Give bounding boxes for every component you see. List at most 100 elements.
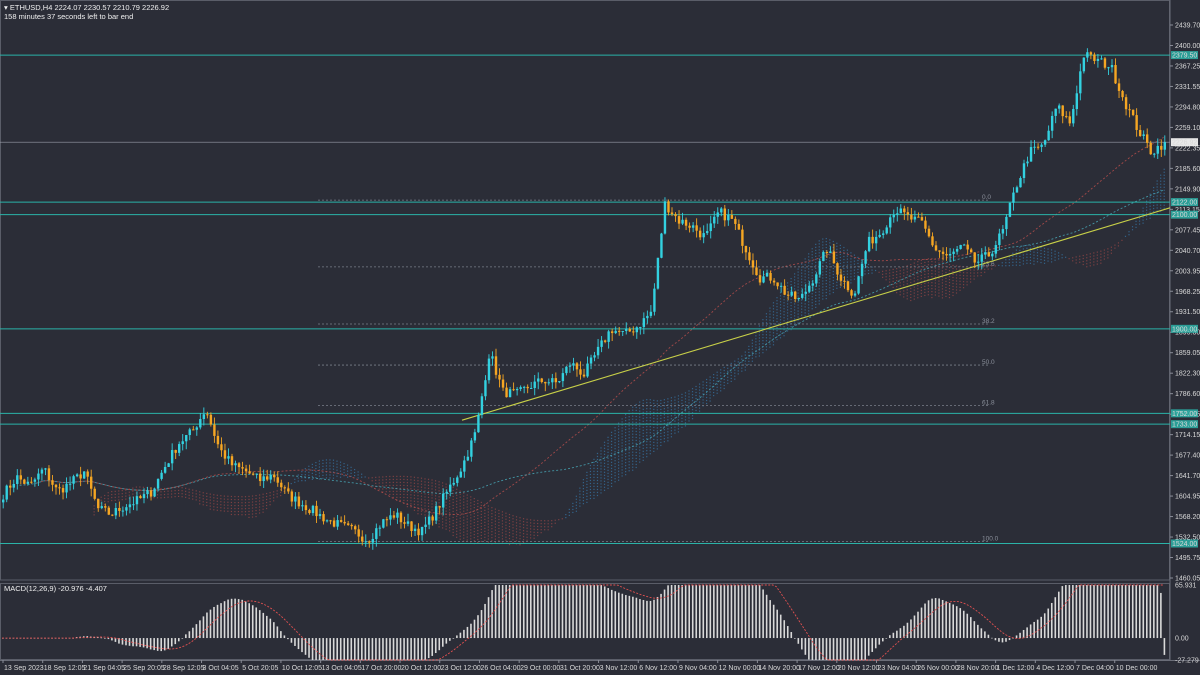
ichimoku-cloud-dot xyxy=(540,526,542,528)
ichimoku-cloud-dot xyxy=(181,487,183,489)
ichimoku-cloud-dot xyxy=(962,281,965,283)
candle-body xyxy=(797,297,800,300)
ichimoku-cloud-dot xyxy=(938,262,940,264)
ichimoku-cloud-dot xyxy=(628,443,630,445)
candle-body xyxy=(30,481,33,483)
ichimoku-cloud-dot xyxy=(808,313,810,315)
ichimoku-cloud-dot xyxy=(653,438,655,441)
ichimoku-cloud-dot xyxy=(836,242,838,244)
ichimoku-cloud-dot xyxy=(431,521,433,523)
ichimoku-cloud-dot xyxy=(642,456,644,458)
ichimoku-cloud-dot xyxy=(744,351,746,353)
candle-body xyxy=(251,473,255,475)
candle-body xyxy=(962,244,966,246)
ichimoku-cloud-dot xyxy=(1029,259,1032,261)
candle-body xyxy=(565,366,568,374)
ichimoku-cloud-dot xyxy=(318,463,320,465)
candle-body xyxy=(931,236,934,246)
ichimoku-cloud-dot xyxy=(385,488,387,490)
ichimoku-cloud-dot xyxy=(118,496,120,498)
macd-bar xyxy=(575,585,578,639)
candle-body xyxy=(438,506,441,508)
ichimoku-cloud-dot xyxy=(706,378,708,381)
ichimoku-cloud-dot xyxy=(779,304,782,306)
ichimoku-cloud-dot xyxy=(970,269,972,271)
ichimoku-cloud-dot xyxy=(1089,256,1091,258)
candle-body xyxy=(723,208,726,221)
ichimoku-cloud-dot xyxy=(776,315,778,317)
macd-bar xyxy=(371,638,374,660)
ichimoku-cloud-dot xyxy=(385,479,387,481)
macd-bar xyxy=(1103,585,1106,639)
ichimoku-cloud-dot xyxy=(698,410,701,412)
ichimoku-cloud-dot xyxy=(403,487,405,490)
macd-bar xyxy=(350,638,353,660)
macd-bar xyxy=(1005,638,1007,642)
ichimoku-cloud-dot xyxy=(477,526,479,529)
ichimoku-cloud-dot xyxy=(917,285,919,287)
candle-body xyxy=(779,285,783,287)
ichimoku-cloud-dot xyxy=(515,537,518,539)
candle-body xyxy=(892,214,895,218)
dropdown-arrow-icon[interactable]: ▾ xyxy=(4,3,8,12)
ichimoku-cloud-dot xyxy=(779,325,782,327)
ichimoku-cloud-dot xyxy=(625,444,627,446)
ichimoku-cloud-dot xyxy=(716,374,718,376)
ichimoku-cloud-dot xyxy=(917,291,919,293)
ichimoku-cloud-dot xyxy=(519,538,521,540)
ichimoku-cloud-dot xyxy=(776,339,778,341)
ichimoku-cloud-dot xyxy=(195,490,197,492)
ichimoku-cloud-dot xyxy=(959,286,961,288)
ichimoku-cloud-dot xyxy=(223,495,225,497)
ichimoku-cloud-dot xyxy=(811,296,813,298)
ichimoku-cloud-dot xyxy=(551,523,553,525)
ichimoku-cloud-dot xyxy=(681,414,683,416)
ichimoku-cloud-dot xyxy=(449,524,451,526)
ichimoku-cloud-dot xyxy=(244,496,247,498)
ichimoku-cloud-dot xyxy=(544,523,546,525)
macd-bar xyxy=(1047,608,1050,639)
macd-bar xyxy=(294,638,296,646)
ichimoku-cloud-dot xyxy=(698,392,701,394)
ichimoku-cloud-dot xyxy=(737,358,739,360)
ichimoku-cloud-dot xyxy=(1040,255,1042,258)
ichimoku-cloud-dot xyxy=(684,392,687,394)
macd-bar xyxy=(565,585,567,639)
ichimoku-cloud-dot xyxy=(466,497,468,499)
ichimoku-cloud-dot xyxy=(1012,252,1014,254)
ichimoku-cloud-dot xyxy=(146,487,148,489)
ichimoku-cloud-dot xyxy=(1058,255,1060,257)
ichimoku-cloud-dot xyxy=(1138,220,1141,222)
ichimoku-cloud-dot xyxy=(797,268,799,270)
ichimoku-cloud-dot xyxy=(913,265,915,267)
ichimoku-cloud-dot xyxy=(720,372,722,374)
ichimoku-cloud-dot xyxy=(491,531,493,533)
ichimoku-cloud-dot xyxy=(632,421,634,423)
level-price-label: 2100.00 xyxy=(1172,212,1197,219)
ichimoku-cloud-dot xyxy=(1019,252,1021,255)
ichimoku-cloud-dot xyxy=(1153,204,1155,207)
ichimoku-cloud-dot xyxy=(1054,250,1056,252)
candle-body xyxy=(769,272,772,281)
ichimoku-cloud-dot xyxy=(927,264,929,266)
ichimoku-cloud-dot xyxy=(938,271,940,273)
ichimoku-cloud-dot xyxy=(691,418,694,420)
ichimoku-cloud-dot xyxy=(836,278,838,280)
ichimoku-cloud-dot xyxy=(1008,259,1010,261)
ichimoku-cloud-dot xyxy=(202,504,204,506)
ichimoku-cloud-dot xyxy=(794,321,796,323)
ichimoku-cloud-dot xyxy=(417,483,419,485)
ichimoku-cloud-dot xyxy=(1138,223,1141,225)
ichimoku-cloud-dot xyxy=(410,500,412,502)
ichimoku-cloud-dot xyxy=(804,285,806,287)
candle-body xyxy=(304,505,308,511)
ichimoku-cloud-dot xyxy=(772,305,775,307)
ichimoku-cloud-dot xyxy=(934,261,936,263)
ichimoku-cloud-dot xyxy=(530,525,532,527)
ichimoku-cloud-dot xyxy=(610,440,613,442)
macd-bar xyxy=(903,625,905,639)
ichimoku-cloud-dot xyxy=(1050,249,1053,251)
ichimoku-cloud-dot xyxy=(466,536,468,538)
ichimoku-cloud-dot xyxy=(1082,257,1084,260)
